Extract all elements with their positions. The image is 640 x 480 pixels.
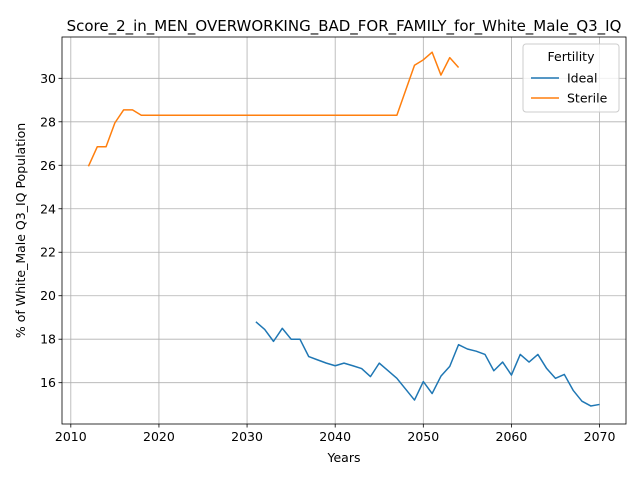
y-tick-label: 28: [40, 114, 56, 129]
y-tick-label: 26: [40, 158, 56, 173]
y-axis-ticks: 16 18 20 22 24 26 28 30: [40, 71, 62, 390]
x-axis-label: Years: [327, 450, 361, 465]
x-tick-label: 2010: [55, 429, 87, 444]
legend-label-ideal: Ideal: [567, 71, 597, 86]
x-tick-label: 2040: [319, 429, 351, 444]
series-line-ideal: [255, 321, 600, 407]
grid-lines: [62, 37, 626, 424]
y-tick-label: 20: [40, 288, 56, 303]
x-tick-label: 2070: [584, 429, 616, 444]
y-axis-label: % of White_Male Q3_IQ Population: [13, 123, 28, 338]
legend-title: Fertility: [548, 49, 596, 64]
x-tick-label: 2020: [143, 429, 175, 444]
legend-box: [522, 43, 620, 113]
chart-title: Score_2_in_MEN_OVERWORKING_BAD_FOR_FAMIL…: [67, 17, 622, 36]
legend-label-sterile: Sterile: [567, 91, 608, 106]
x-axis-ticks: 2010 2020 2030 2040 2050 2060 2070: [55, 424, 616, 444]
y-tick-label: 24: [40, 201, 56, 216]
plot-frame: [61, 36, 627, 425]
y-tick-label: 16: [40, 375, 56, 390]
series-lines: [87, 51, 600, 407]
x-tick-label: 2050: [407, 429, 439, 444]
series-line-sterile: [87, 51, 460, 167]
y-tick-label: 22: [40, 245, 56, 260]
x-tick-label: 2030: [231, 429, 263, 444]
x-tick-label: 2060: [496, 429, 528, 444]
y-tick-label: 30: [40, 71, 56, 86]
y-tick-label: 18: [40, 332, 56, 347]
legend: Fertility Ideal Sterile: [522, 43, 620, 113]
